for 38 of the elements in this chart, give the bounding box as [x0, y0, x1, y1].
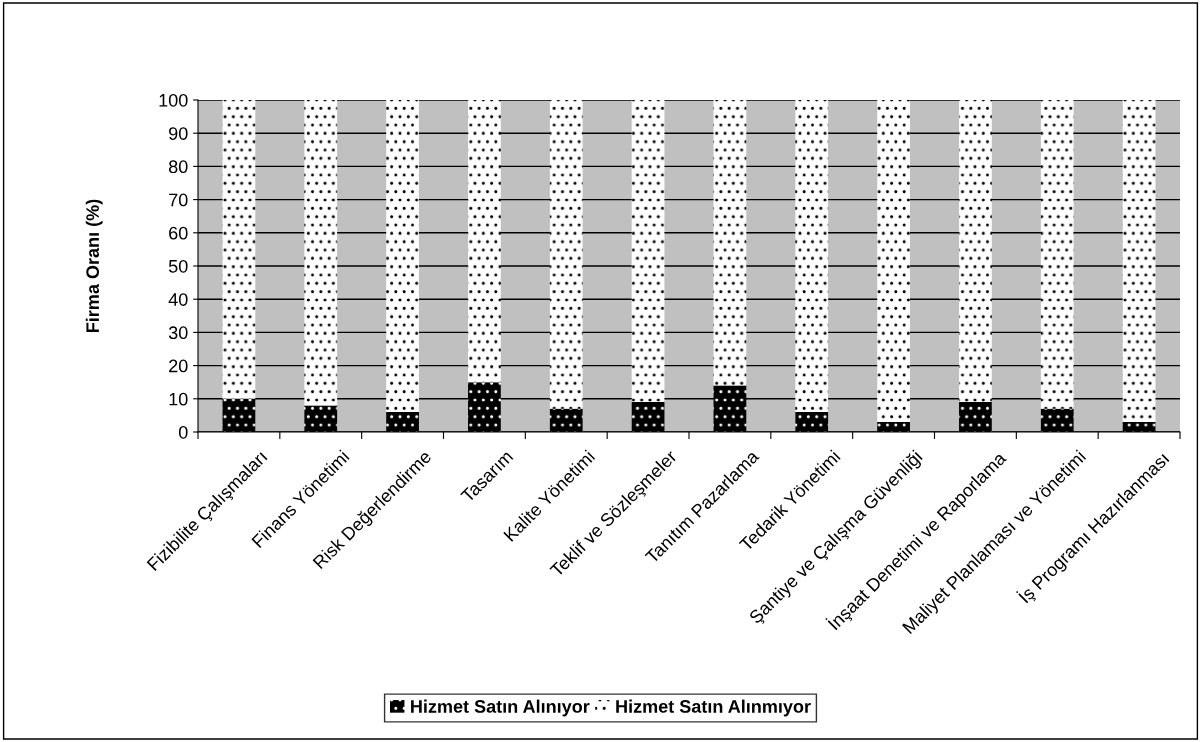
y-axis-title: Firma Oranı (%) — [85, 199, 103, 333]
bar — [1122, 422, 1156, 432]
bar — [386, 412, 419, 432]
y-tick-label: 70 — [169, 193, 188, 207]
bar — [222, 100, 256, 399]
bar — [713, 100, 747, 386]
bar — [631, 402, 665, 432]
bar — [1040, 100, 1074, 409]
y-tick-label: 20 — [169, 359, 188, 373]
bar — [631, 100, 665, 403]
y-tick-label: 50 — [168, 259, 188, 273]
bar — [304, 405, 338, 432]
y-tick-label: 60 — [169, 226, 188, 240]
bar — [304, 100, 338, 406]
y-tick-label: 80 — [168, 160, 188, 174]
legend-label: Hizmet Satın Alınıyor — [411, 699, 590, 717]
y-tick-label: 100 — [159, 93, 188, 107]
bar — [1122, 100, 1156, 423]
bar — [1040, 408, 1074, 432]
bar — [468, 382, 501, 432]
bar — [222, 398, 256, 432]
y-tick-label: 30 — [168, 326, 188, 340]
bar — [795, 100, 829, 413]
y-tick-label: 90 — [169, 127, 188, 140]
legend-label: Hizmet Satın Alınmıyor — [616, 699, 811, 717]
y-tick-label: 10 — [169, 392, 188, 406]
bar — [877, 100, 910, 423]
y-tick-label: 0 — [178, 425, 188, 439]
bar — [877, 422, 910, 432]
bar — [386, 100, 419, 413]
y-tick-label: 40 — [168, 293, 188, 306]
bar — [795, 412, 829, 432]
bar — [549, 100, 583, 409]
bar — [468, 100, 501, 383]
bar — [959, 402, 992, 432]
bar — [713, 385, 747, 432]
bar — [549, 408, 583, 432]
bar — [959, 100, 992, 403]
